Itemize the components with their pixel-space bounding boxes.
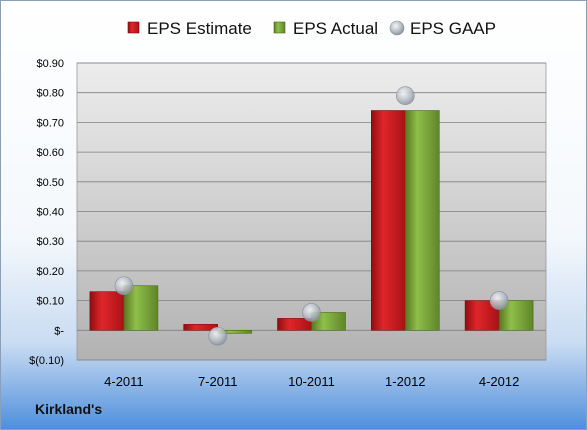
bar-eps-estimate [370, 110, 406, 331]
x-tick-label: 10-2011 [288, 374, 335, 389]
legend-label: EPS Estimate [147, 19, 252, 38]
y-tick-label: $0.30 [36, 236, 64, 248]
marker-eps-gaap [302, 303, 321, 322]
company-name: Kirkland's [35, 401, 103, 417]
legend-label: EPS GAAP [410, 19, 496, 38]
legend-label: EPS Actual [293, 19, 378, 38]
x-tick-label: 7-2011 [198, 374, 238, 389]
y-tick-label: $(0.10) [29, 355, 64, 367]
marker-eps-gaap [208, 326, 227, 346]
legend-swatch-eps-estimate [127, 21, 140, 34]
y-tick-label: $0.50 [36, 177, 64, 189]
y-tick-label: $0.90 [36, 58, 64, 70]
marker-eps-gaap [489, 291, 509, 310]
y-tick-label: $0.60 [36, 147, 64, 159]
legend: EPS Estimate EPS Actual EPS GAAP [127, 19, 496, 38]
legend-swatch-eps-actual [273, 21, 286, 34]
y-tick-label: $0.40 [36, 207, 64, 219]
x-tick-label: 4-2012 [479, 374, 519, 389]
x-tick-label: 1-2012 [385, 374, 425, 389]
bar-eps-actual [123, 285, 159, 331]
y-tick-label: $0.20 [36, 266, 64, 278]
marker-eps-gaap [114, 276, 134, 296]
y-tick-label: $0.70 [36, 117, 64, 129]
marker-eps-gaap [395, 86, 415, 105]
x-tick-label: 4-2011 [104, 374, 144, 389]
y-tick-label: $- [54, 325, 64, 337]
y-tick-label: $0.80 [36, 88, 64, 100]
y-tick-label: $0.10 [36, 296, 64, 308]
bar-eps-estimate [89, 291, 125, 331]
legend-swatch-eps-gaap [389, 20, 405, 36]
bar-eps-actual [404, 110, 440, 331]
